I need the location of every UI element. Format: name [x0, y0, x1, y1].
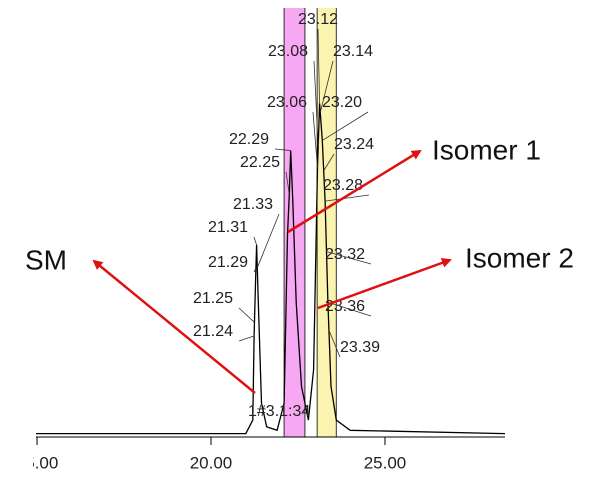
peak-label: 23.28: [323, 177, 363, 194]
peak-leader: [327, 301, 372, 317]
peak-leader: [322, 111, 369, 141]
peak-leader: [285, 171, 290, 195]
peak-leader: [253, 268, 257, 273]
peak-label: 23.20: [322, 94, 362, 111]
x-tick-label: 25.00: [364, 453, 407, 472]
trace: [36, 103, 506, 435]
peak-leader: [323, 153, 335, 171]
region: [284, 8, 305, 437]
peak-label: 21.33: [233, 196, 273, 213]
peak-leader: [328, 330, 341, 358]
peak-label: 22.29: [229, 131, 269, 148]
peak-leader: [256, 213, 280, 268]
peak-label: 21.25: [193, 290, 233, 307]
peak-label: 21.29: [208, 254, 248, 271]
peak-leader: [319, 60, 334, 113]
arrow: [287, 149, 422, 234]
peak-leader: [325, 194, 370, 202]
peak-label: 22.25: [240, 154, 280, 171]
x-tick-label: 20.00: [190, 453, 233, 472]
plot: 15.00 20.00 25.00 1#3.1:34 23.12 23.08 23.14 23…: [16, 11, 506, 472]
annotation: Isomer 2: [465, 242, 574, 273]
annotation: SM: [25, 244, 67, 275]
peak-label: 23.12: [298, 11, 338, 28]
peak-label: 23.24: [334, 136, 374, 153]
peak-label: 23.08: [268, 43, 308, 60]
peak-leader: [253, 236, 257, 246]
peak-leader: [313, 60, 319, 147]
peak-leader: [274, 148, 291, 151]
peak-label: 23.14: [333, 43, 373, 60]
trace-label: 1#3.1:34: [248, 403, 310, 420]
peak-leader: [326, 251, 372, 265]
peak-label: 21.31: [208, 219, 248, 236]
arrow: [317, 258, 452, 310]
peak-leader: [238, 307, 255, 323]
region: [317, 8, 337, 437]
arrow: [92, 259, 256, 394]
peak-leader: [312, 111, 318, 168]
regions: [283, 8, 337, 437]
peak-label: 23.06: [267, 94, 307, 111]
peak-label: 23.36: [325, 298, 365, 315]
peak-leader: [317, 28, 320, 104]
peak-label: 23.32: [325, 246, 365, 263]
peak-label: 23.39: [340, 339, 380, 356]
peak-label: 21.24: [193, 323, 233, 340]
peak-leader: [238, 335, 255, 342]
annotation: Isomer 1: [432, 134, 541, 165]
x-tick-label: 15.00: [16, 453, 59, 472]
